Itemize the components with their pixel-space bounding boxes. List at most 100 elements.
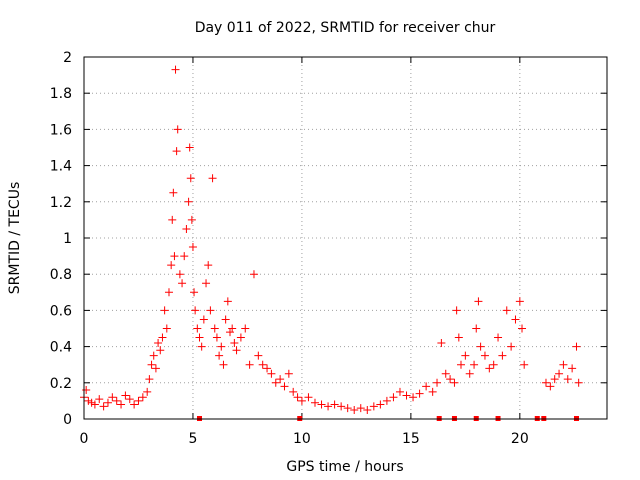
axis-ticks: 00.20.40.60.811.21.41.61.820 5 10 15 20 xyxy=(50,50,607,447)
data-point xyxy=(215,351,224,360)
data-point xyxy=(376,400,385,409)
data-point xyxy=(162,324,171,333)
data-point xyxy=(173,125,182,134)
y-tick-label: 0.8 xyxy=(50,267,72,283)
y-tick-label: 1.4 xyxy=(50,159,72,175)
data-point xyxy=(185,143,194,152)
data-point xyxy=(206,306,215,315)
data-point xyxy=(415,389,424,398)
data-point xyxy=(219,360,228,369)
data-point xyxy=(164,288,173,297)
data-point xyxy=(217,342,226,351)
data-point xyxy=(356,404,365,413)
data-point xyxy=(82,386,91,395)
data-point xyxy=(168,215,177,224)
data-point xyxy=(130,400,139,409)
data-point xyxy=(304,393,313,402)
data-point xyxy=(202,279,211,288)
data-point xyxy=(204,261,213,270)
data-point xyxy=(160,306,169,315)
plot-frame xyxy=(83,56,608,420)
data-point xyxy=(232,346,241,355)
data-point xyxy=(276,375,285,384)
data-point xyxy=(210,324,219,333)
data-point xyxy=(470,360,479,369)
data-point xyxy=(245,360,254,369)
data-point xyxy=(197,342,206,351)
data-point xyxy=(511,315,520,324)
data-point xyxy=(284,369,293,378)
data-point xyxy=(178,279,187,288)
data-point xyxy=(293,393,302,402)
data-point xyxy=(494,333,503,342)
data-point xyxy=(330,400,339,409)
data-point xyxy=(145,375,154,384)
data-point xyxy=(363,405,372,414)
data-point xyxy=(572,342,581,351)
data-points xyxy=(80,65,583,421)
data-point xyxy=(212,333,221,342)
data-point xyxy=(518,324,527,333)
data-point xyxy=(241,324,250,333)
y-axis-label: SRMTID / TECUs xyxy=(7,182,23,295)
series-srmtid xyxy=(80,65,583,421)
data-point xyxy=(389,393,398,402)
data-point xyxy=(112,396,121,405)
data-point xyxy=(485,364,494,373)
data-point xyxy=(149,351,158,360)
data-point xyxy=(563,375,572,384)
data-point xyxy=(310,398,319,407)
data-point xyxy=(476,342,485,351)
y-tick-label: 1.8 xyxy=(50,86,72,102)
data-point xyxy=(350,405,359,414)
data-point xyxy=(156,346,165,355)
data-point xyxy=(95,395,104,404)
data-point xyxy=(395,387,404,396)
data-point xyxy=(574,378,583,387)
y-tick-label: 1.6 xyxy=(50,122,72,138)
data-point xyxy=(208,174,217,183)
data-point xyxy=(188,243,197,252)
data-point xyxy=(170,252,179,261)
data-point xyxy=(143,387,152,396)
data-point xyxy=(184,197,193,206)
data-point xyxy=(108,393,117,402)
data-point xyxy=(167,261,176,270)
data-point xyxy=(465,369,474,378)
data-point xyxy=(138,393,147,402)
data-point xyxy=(474,297,483,306)
data-point xyxy=(450,378,459,387)
data-point xyxy=(228,324,237,333)
grid xyxy=(84,57,607,419)
data-point xyxy=(324,402,333,411)
data-point xyxy=(154,338,163,347)
data-point xyxy=(182,224,191,233)
data-point xyxy=(175,270,184,279)
data-point xyxy=(446,375,455,384)
data-point xyxy=(437,338,446,347)
data-point xyxy=(297,396,306,405)
x-tick-label: 10 xyxy=(293,431,311,447)
y-tick-label: 2 xyxy=(63,50,72,66)
y-tick-label: 0 xyxy=(63,412,72,428)
data-point xyxy=(515,297,524,306)
data-point xyxy=(382,396,391,405)
data-point xyxy=(568,364,577,373)
data-point xyxy=(454,333,463,342)
data-point xyxy=(186,174,195,183)
data-point xyxy=(230,338,239,347)
data-point xyxy=(180,252,189,261)
y-tick-label: 0.6 xyxy=(50,303,72,319)
data-point xyxy=(289,387,298,396)
data-point xyxy=(171,65,180,74)
data-point xyxy=(271,378,280,387)
data-point xyxy=(169,188,178,197)
data-point xyxy=(559,360,568,369)
y-tick-label: 0.2 xyxy=(50,376,72,392)
data-point xyxy=(199,315,208,324)
data-point xyxy=(409,393,418,402)
data-point xyxy=(433,378,442,387)
data-point xyxy=(151,364,160,373)
data-point xyxy=(121,391,130,400)
